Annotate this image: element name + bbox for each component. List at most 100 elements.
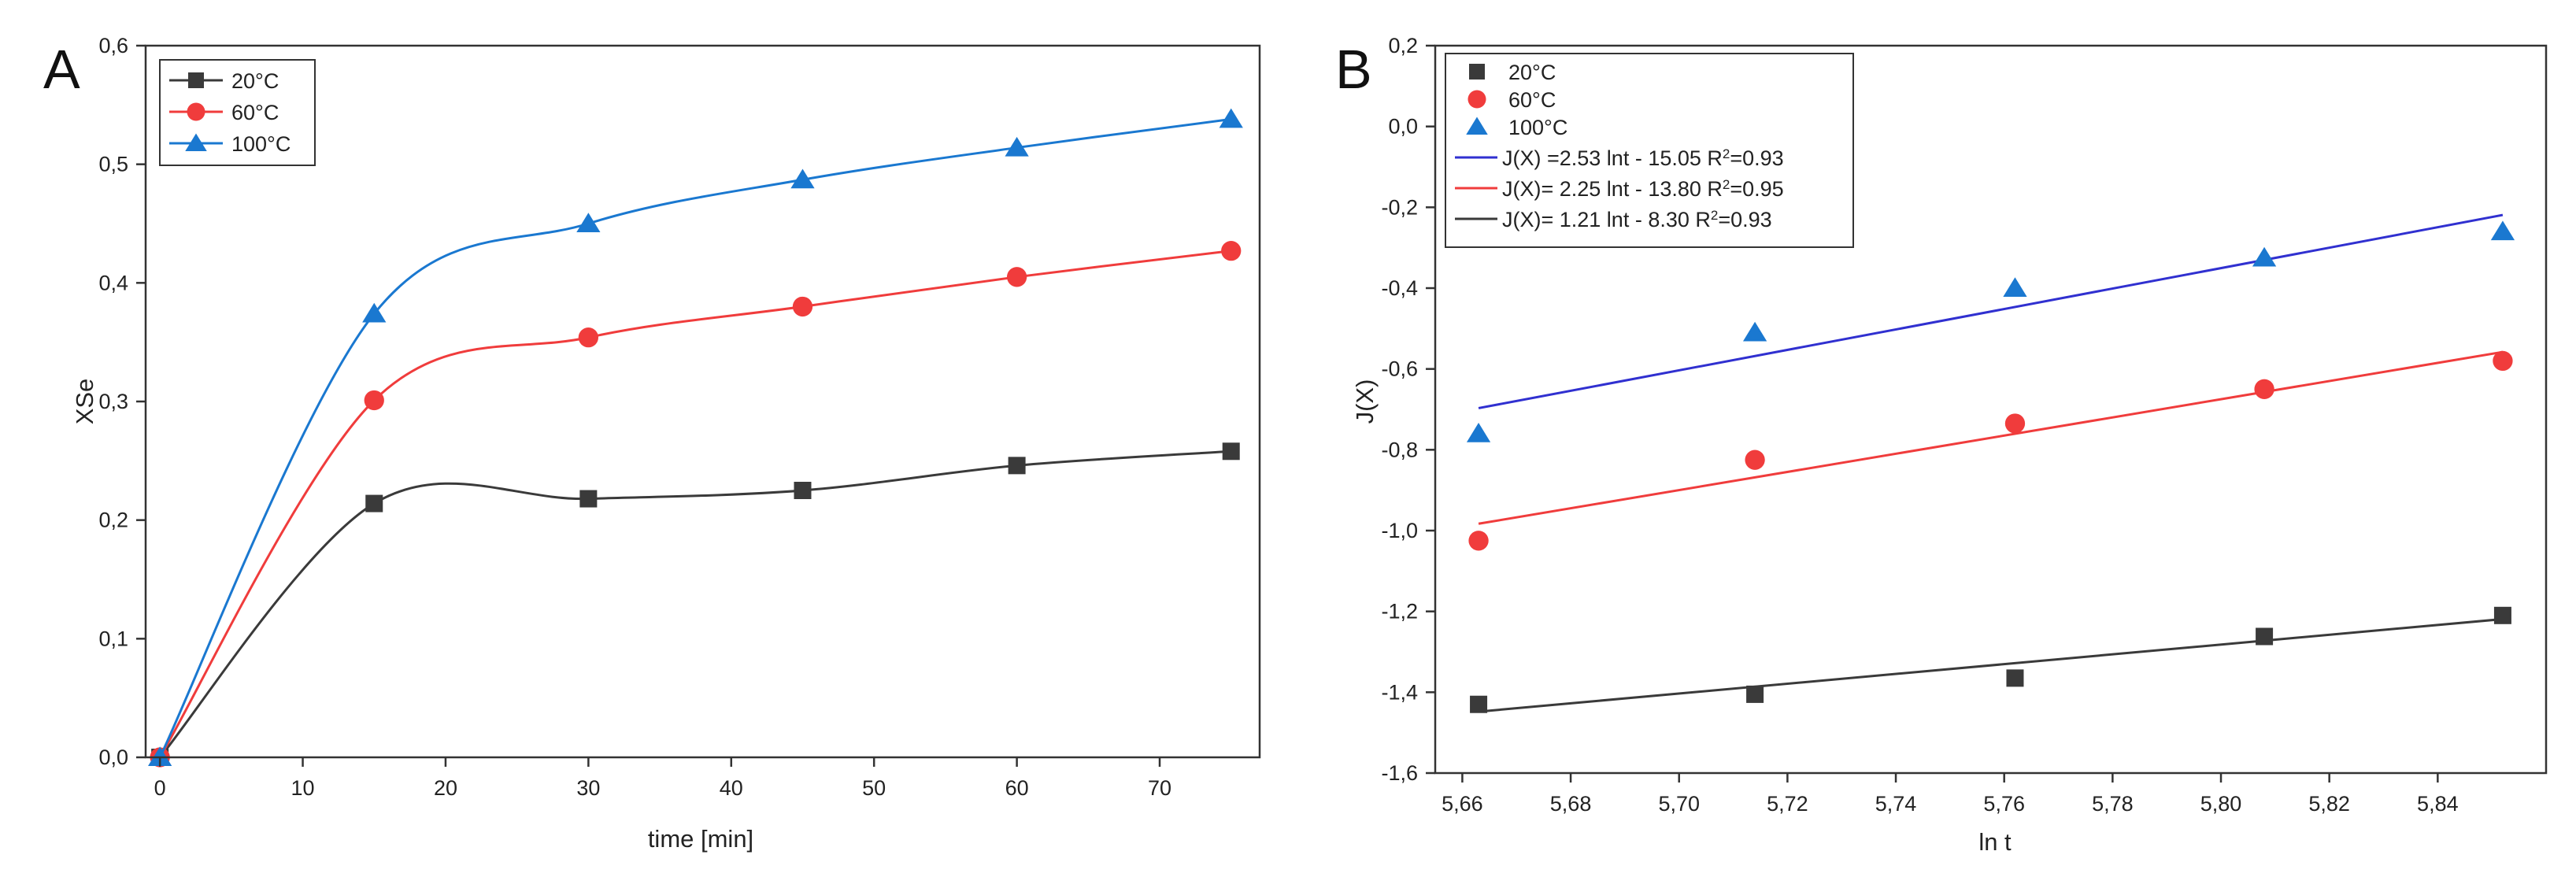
panel-a-data-point (1005, 136, 1029, 157)
panel-b-axes: 5,66 5,68 5,70 5,72 5,74 5,76 5,78 5,80 5,82 5,84… (1381, 34, 2548, 816)
panel-a-x-tick-label: 10 (291, 776, 315, 800)
panel-b-legend-marker (1469, 64, 1485, 80)
panel-b-x-axis-label: ln t (1978, 828, 2012, 856)
panel-a-y-tick-label: 0,0 (98, 746, 128, 769)
panel-b-legend-label: 20°C (1508, 61, 1556, 84)
panel-b-chart: B 5,66 5,68 5,70 5,72 5,74 5,76 5,78 5,80 5,82 5,… (1335, 34, 2548, 856)
panel-a-x-tick-label: 30 (576, 776, 600, 800)
panel-a-x-tick-label: 0 (154, 776, 166, 800)
panel-b-x-tick-label: 5,68 (1550, 792, 1592, 816)
panel-b-legend-marker (1466, 117, 1488, 135)
panel-a-series-line-0 (158, 450, 1231, 758)
panel-b-x-tick-label: 5,74 (1875, 792, 1917, 816)
panel-b-data-point (2006, 669, 2024, 687)
panel-a-legend-label: 20°C (231, 69, 279, 93)
panel-a-x-tick-label: 60 (1005, 776, 1029, 800)
panel-a-legend-marker (188, 72, 204, 88)
panel-a-data-point (365, 494, 383, 512)
panel-a-data-point (794, 482, 812, 499)
panel-b-y-tick-label: -0,6 (1381, 357, 1418, 381)
panel-b-data-point (2490, 220, 2515, 241)
panel-b-data-point (2252, 246, 2277, 267)
panel-a-y-tick-label: 0,2 (98, 509, 128, 532)
panel-b-y-tick-label: -1,4 (1381, 680, 1418, 704)
panel-a-y-axis-label: XSe (71, 379, 98, 425)
panel-a-data-point (576, 213, 601, 232)
panel-b-x-tick-label: 5,80 (2200, 792, 2242, 816)
panel-b-data-point (1742, 321, 1767, 342)
panel-b-legend-box (1445, 53, 1854, 248)
panel-a-axes: 0 10 20 30 40 50 60 70 0,0 0,1 0,2 0,3 0,4 0,5 0,6 (98, 34, 1261, 800)
panel-b-x-tick-label: 5,72 (1767, 792, 1808, 816)
panel-a-legend-label: 60°C (231, 101, 279, 124)
panel-b-data-point (2004, 413, 2026, 434)
panel-b-y-axis-label: J(X) (1351, 379, 1379, 424)
panel-a-series-line-2 (158, 117, 1231, 758)
panel-b-data-point (1746, 685, 1764, 703)
panel-a-legend-marker (185, 133, 207, 151)
panel-a-data-point (579, 490, 598, 508)
panel-b-data-point (2254, 379, 2274, 399)
panel-a-data-point (1008, 457, 1026, 475)
panel-b-y-tick-label: -0,2 (1381, 195, 1418, 219)
panel-b-y-tick-label: -0,4 (1381, 276, 1418, 300)
panel-b-legend-marker (1468, 90, 1486, 109)
panel-a-legend-marker (187, 102, 205, 121)
panel-b-marks (1466, 213, 2515, 713)
panel-b-fit-line-1 (1478, 350, 2504, 525)
panel-a-data-point (792, 296, 813, 317)
panel-a-data-point (578, 327, 599, 348)
panel-b-y-tick-label: -0,8 (1381, 438, 1418, 461)
panel-a-data-point (1006, 267, 1027, 287)
panel-a-data-point (790, 168, 815, 189)
panel-b-data-point (2493, 350, 2513, 372)
panel-a-data-point (1221, 241, 1242, 261)
panel-b-y-tick-label: 0,0 (1388, 115, 1418, 139)
panel-a-legend: 20°C 60°C 100°C (159, 59, 316, 166)
panel-b-legend-label: 100°C (1508, 116, 1567, 139)
panel-b-data-point (1466, 423, 1491, 442)
panel-b-fit-line-0 (1478, 213, 2504, 409)
panel-a-chart: A 0 10 20 30 40 50 60 70 0,0 0,1 0,2 0,3 0,4 0,5 0,6 t… (43, 34, 1261, 853)
panel-b-label: B (1335, 39, 1372, 100)
panel-b-y-tick-label: -1,0 (1381, 519, 1418, 542)
panel-b-y-tick-label: -1,6 (1381, 761, 1418, 785)
panel-b-legend-fit-label: J(X)= 2.25 lnt - 13.80 R2=0.95 (1502, 177, 1784, 202)
panel-b-legend-fit-label: J(X) =2.53 lnt - 15.05 R2=0.93 (1502, 146, 1784, 171)
panel-a-y-tick-label: 0,3 (98, 390, 128, 413)
panel-a-y-tick-label: 0,6 (98, 34, 128, 57)
panel-b-fit-line-2 (1478, 617, 2504, 713)
panel-b-data-point (2493, 606, 2511, 624)
panel-a-y-tick-label: 0,1 (98, 627, 128, 650)
panel-b-data-point (1468, 531, 1489, 551)
panel-a-legend-label: 100°C (231, 132, 291, 156)
panel-a-data-point (362, 302, 387, 323)
panel-a-x-tick-label: 50 (862, 776, 886, 800)
panel-b-x-tick-label: 5,66 (1442, 792, 1483, 816)
panel-b-x-tick-label: 5,70 (1658, 792, 1700, 816)
panel-b-data-point (2256, 627, 2274, 646)
panel-b-data-point (2003, 277, 2027, 297)
panel-b-legend-label: 60°C (1508, 88, 1556, 112)
panel-a-x-tick-label: 40 (720, 776, 743, 800)
panel-b-x-tick-label: 5,82 (2308, 792, 2350, 816)
panel-b-legend-fit-label: J(X)= 1.21 lnt - 8.30 R2=0.93 (1502, 208, 1772, 232)
panel-a-y-tick-label: 0,4 (98, 271, 128, 294)
panel-b-x-tick-label: 5,78 (2092, 792, 2134, 816)
panel-a-x-tick-label: 20 (434, 776, 457, 800)
panel-a-x-axis-label: time [min] (648, 825, 753, 853)
panel-a-series-line-1 (158, 250, 1231, 758)
panel-a-data-point (1219, 108, 1243, 128)
panel-a-x-tick-label: 70 (1148, 776, 1171, 800)
panel-a-marks (148, 108, 1243, 768)
panel-b-data-point (1470, 695, 1488, 713)
panel-b-x-tick-label: 5,76 (1983, 792, 2025, 816)
panel-a-data-point (1222, 442, 1240, 461)
panel-a-label: A (43, 39, 80, 100)
panel-b-y-tick-label: 0,2 (1388, 34, 1418, 57)
panel-b-legend: 20°C 60°C 100°C J(X) =2.53 lnt - 15.05 R2=0… (1445, 53, 1854, 248)
panel-a-y-tick-label: 0,5 (98, 153, 128, 176)
panel-b-plot-frame (1434, 44, 2548, 775)
panel-a-data-point (148, 746, 172, 766)
panel-b-y-tick-label: -1,2 (1381, 600, 1418, 623)
